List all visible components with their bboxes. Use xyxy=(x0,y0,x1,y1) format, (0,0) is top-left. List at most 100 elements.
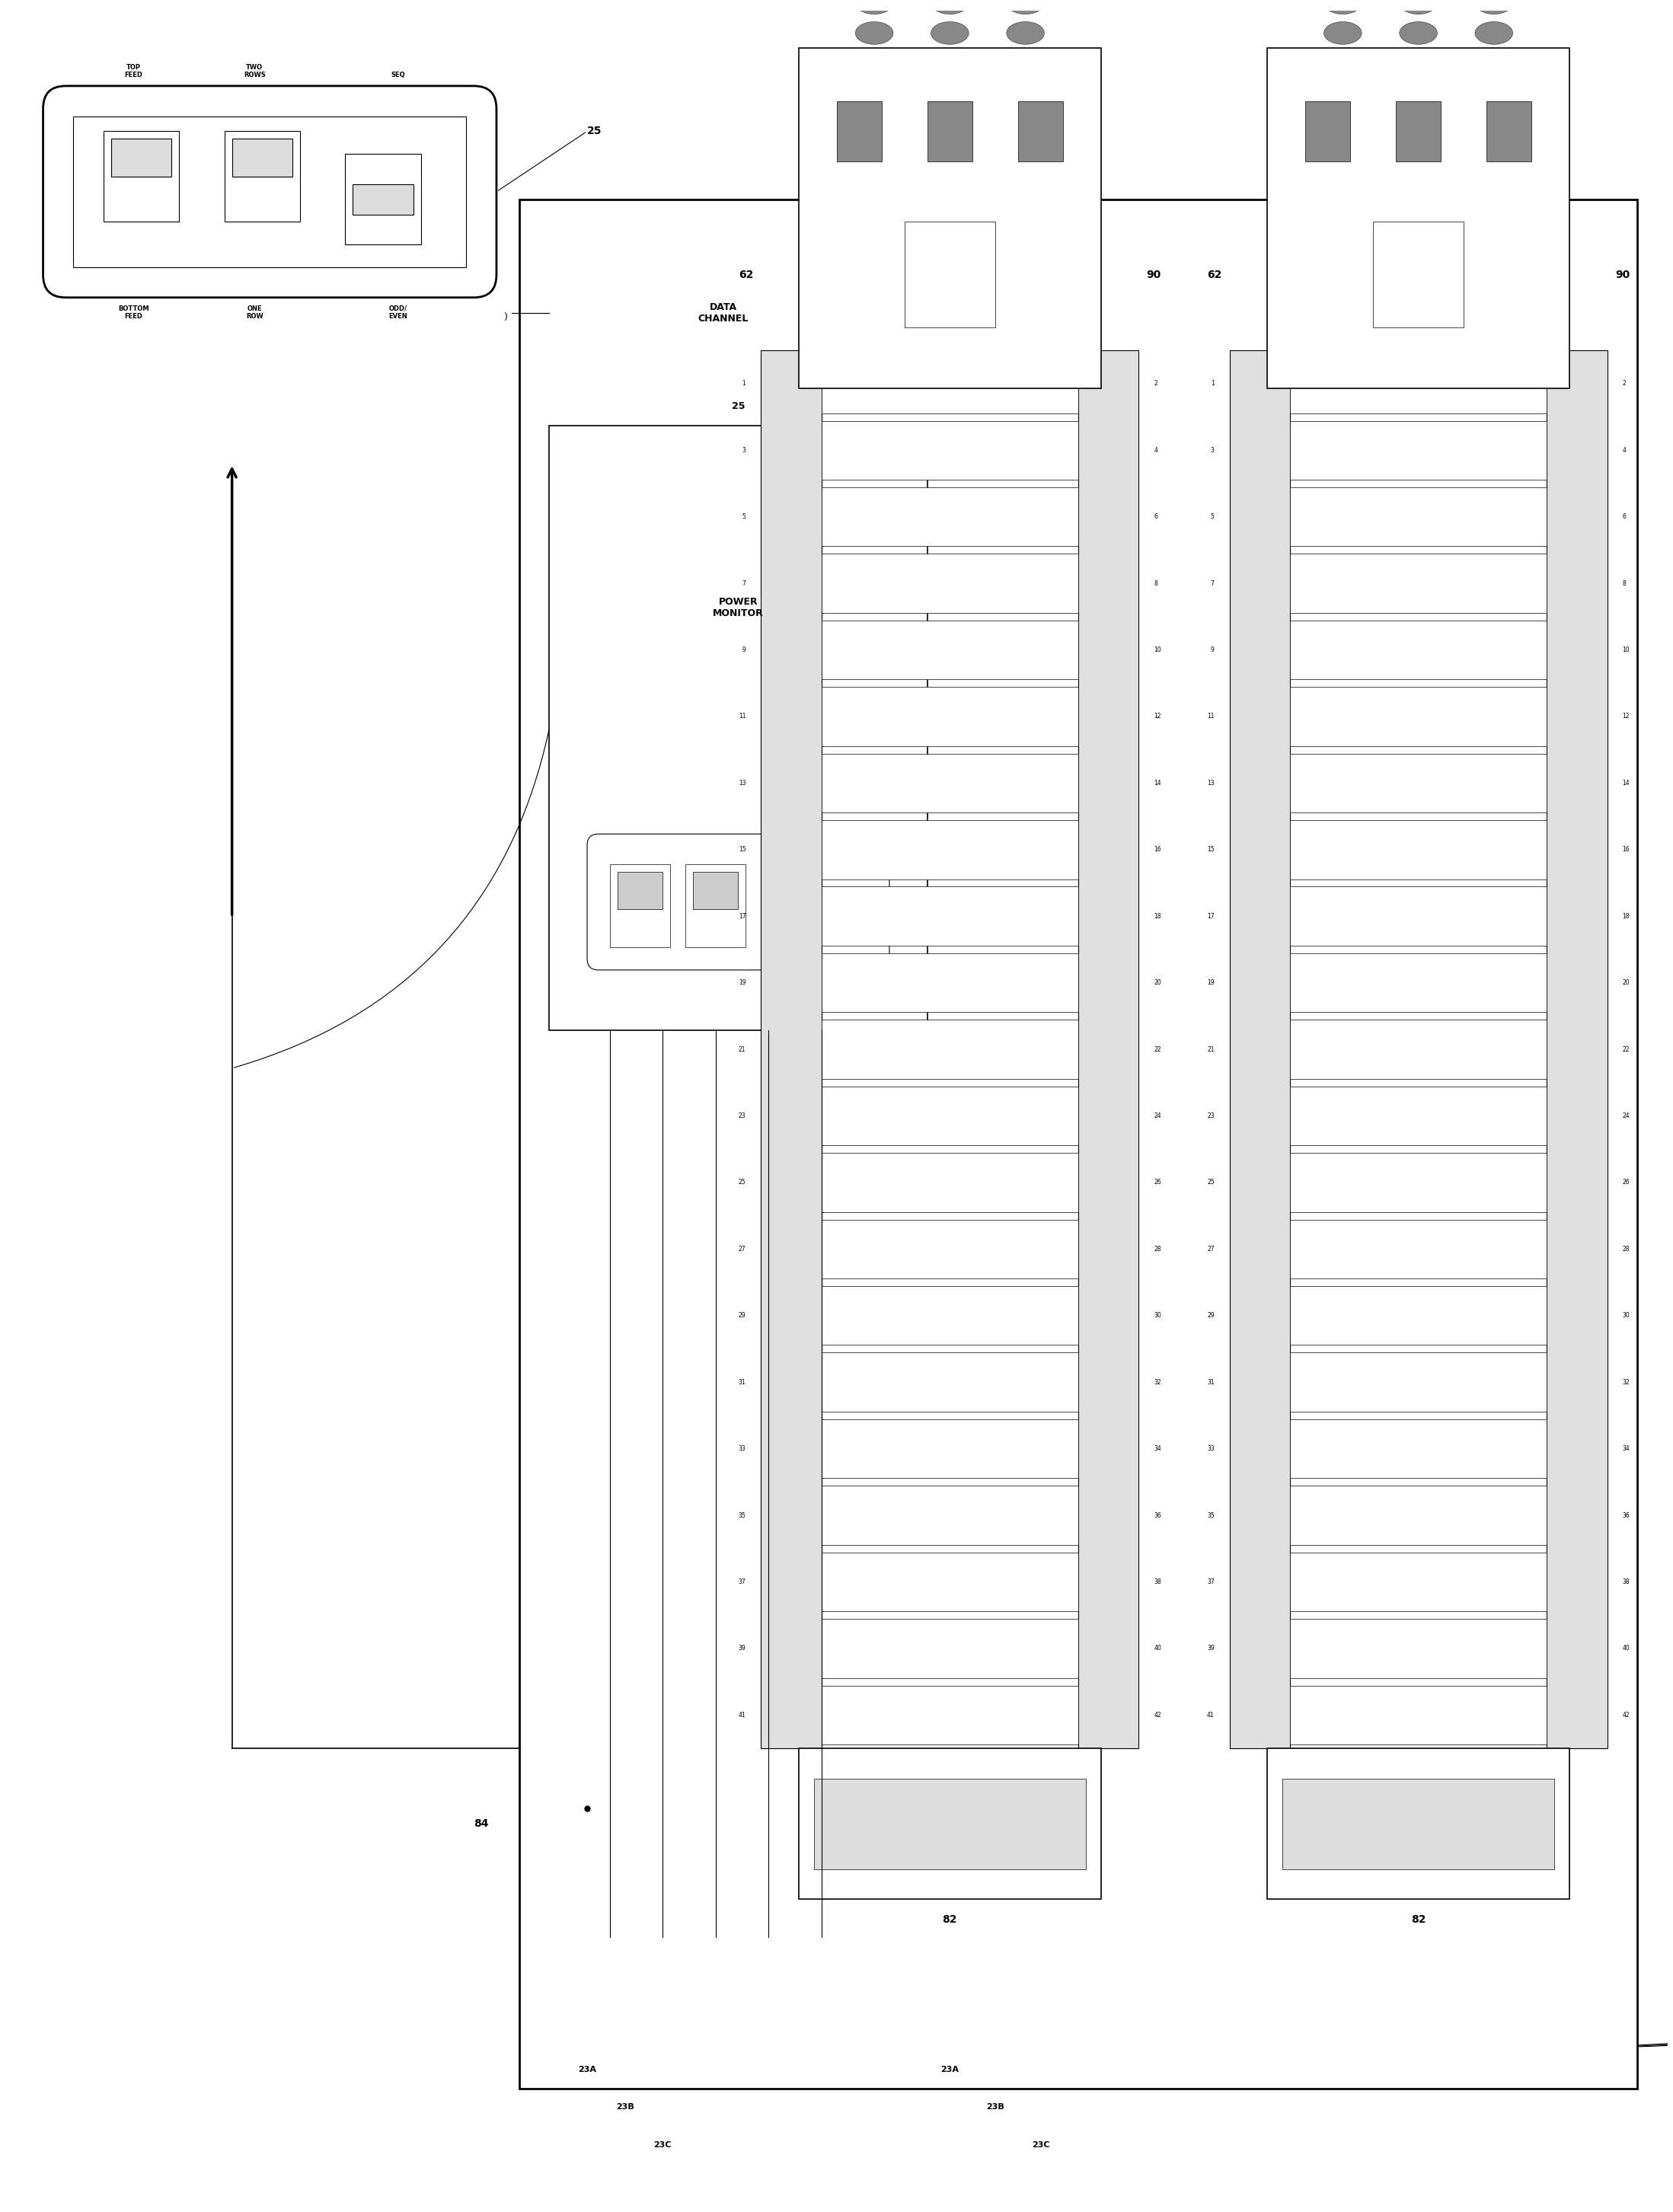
Text: 28: 28 xyxy=(1623,1245,1630,1252)
Text: 39: 39 xyxy=(738,1646,746,1652)
Text: 22: 22 xyxy=(1623,1046,1630,1053)
Bar xyxy=(821,1486,1079,1544)
Text: 6: 6 xyxy=(1154,513,1158,520)
Text: 26: 26 xyxy=(1154,1179,1161,1186)
Text: ODD/
EVEN: ODD/ EVEN xyxy=(388,305,408,321)
Bar xyxy=(821,821,1079,878)
Text: 19: 19 xyxy=(738,980,746,987)
Bar xyxy=(1290,1420,1548,1478)
Text: 82: 82 xyxy=(1410,1916,1425,1924)
Text: 10: 10 xyxy=(1623,646,1630,653)
Text: 42: 42 xyxy=(1154,1712,1161,1719)
Bar xyxy=(1290,754,1548,812)
Text: 7: 7 xyxy=(743,580,746,586)
Bar xyxy=(761,349,821,1747)
Text: 21: 21 xyxy=(738,1046,746,1053)
Text: 19: 19 xyxy=(1206,980,1215,987)
Text: 24: 24 xyxy=(1154,1113,1161,1119)
Bar xyxy=(1290,953,1548,1013)
Text: 35: 35 xyxy=(1206,1511,1215,1520)
Text: 29: 29 xyxy=(1206,1312,1215,1318)
Text: 2: 2 xyxy=(1154,380,1158,387)
Text: 27: 27 xyxy=(1206,1245,1215,1252)
Text: 35: 35 xyxy=(738,1511,746,1520)
Text: ): ) xyxy=(504,312,507,323)
Bar xyxy=(905,221,995,327)
Bar xyxy=(821,1020,1079,1079)
Bar xyxy=(927,102,972,161)
Text: 14: 14 xyxy=(1623,779,1630,787)
Bar xyxy=(1290,619,1548,679)
Text: 38: 38 xyxy=(1623,1579,1630,1586)
Text: 41: 41 xyxy=(1206,1712,1215,1719)
Bar xyxy=(821,1219,1079,1279)
Text: 38: 38 xyxy=(1154,1579,1161,1586)
Text: 34: 34 xyxy=(1154,1444,1161,1451)
Bar xyxy=(224,131,299,221)
Text: 14: 14 xyxy=(1154,779,1161,787)
Text: 26: 26 xyxy=(1623,1179,1630,1186)
Text: 24: 24 xyxy=(1010,312,1024,323)
Bar xyxy=(821,1086,1079,1146)
Bar xyxy=(821,1354,1079,1411)
Text: 82: 82 xyxy=(942,1916,957,1924)
Text: 3: 3 xyxy=(743,447,746,453)
Bar xyxy=(345,155,422,246)
Text: 12: 12 xyxy=(1154,712,1161,719)
Bar xyxy=(1266,49,1569,387)
Text: 27: 27 xyxy=(738,1245,746,1252)
Bar xyxy=(821,1420,1079,1478)
Text: 39: 39 xyxy=(1206,1646,1215,1652)
Text: 11: 11 xyxy=(1208,712,1215,719)
Text: 6: 6 xyxy=(1623,513,1626,520)
Text: 33: 33 xyxy=(1206,1444,1215,1451)
Text: 4: 4 xyxy=(1154,447,1158,453)
Bar xyxy=(1290,1219,1548,1279)
Text: 41: 41 xyxy=(738,1712,746,1719)
Text: 25: 25 xyxy=(738,1179,746,1186)
Text: 23A: 23A xyxy=(940,2066,959,2073)
Text: 21: 21 xyxy=(1208,1046,1215,1053)
Text: 40: 40 xyxy=(1154,1646,1161,1652)
Bar xyxy=(617,872,663,909)
Text: 9: 9 xyxy=(1211,646,1215,653)
Text: 10: 10 xyxy=(1154,646,1161,653)
Bar xyxy=(821,1553,1079,1610)
Bar xyxy=(1290,887,1548,947)
Text: 62: 62 xyxy=(738,270,753,281)
Text: 9: 9 xyxy=(743,646,746,653)
Bar xyxy=(1290,1553,1548,1610)
Bar xyxy=(836,102,882,161)
Bar xyxy=(821,953,1079,1013)
Bar xyxy=(1548,349,1608,1747)
Text: 1: 1 xyxy=(1211,380,1215,387)
Text: 13: 13 xyxy=(1206,779,1215,787)
Bar xyxy=(104,131,179,221)
Bar xyxy=(1290,1152,1548,1212)
Text: 29: 29 xyxy=(738,1312,746,1318)
Bar xyxy=(1290,354,1548,414)
Text: 11: 11 xyxy=(738,712,746,719)
Text: 90: 90 xyxy=(1614,270,1630,281)
Bar xyxy=(1486,102,1532,161)
FancyBboxPatch shape xyxy=(43,86,497,296)
Text: 20: 20 xyxy=(1623,980,1630,987)
Text: 22: 22 xyxy=(1154,1046,1161,1053)
Bar xyxy=(353,184,413,215)
Text: TWO
ROWS: TWO ROWS xyxy=(244,64,266,77)
Bar xyxy=(821,1619,1079,1679)
Text: 5: 5 xyxy=(1211,513,1215,520)
Text: 12: 12 xyxy=(1623,712,1630,719)
Text: POWER
MONITOR: POWER MONITOR xyxy=(713,597,763,617)
Text: 37: 37 xyxy=(1206,1579,1215,1586)
Text: 25: 25 xyxy=(731,400,744,411)
Bar xyxy=(549,427,927,1031)
Text: 23C: 23C xyxy=(1032,2141,1049,2148)
Text: 32: 32 xyxy=(1154,1378,1161,1385)
Bar xyxy=(798,49,1101,387)
Bar xyxy=(233,139,293,177)
Text: 5: 5 xyxy=(743,513,746,520)
Text: 34: 34 xyxy=(1623,1444,1630,1451)
Text: 36: 36 xyxy=(1623,1511,1630,1520)
Bar xyxy=(821,619,1079,679)
